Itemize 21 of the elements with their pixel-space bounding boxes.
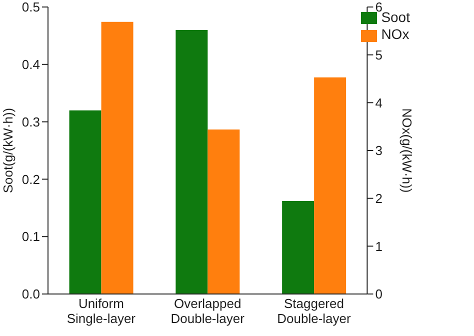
y-axis-title: Soot(g/(kW·h)) (0, 108, 16, 194)
x-tick-label: Overlapped Double-layer (170, 296, 246, 326)
y2-tick-label: 5 (375, 47, 382, 62)
bar (314, 77, 346, 294)
y-tick-label: 0.3 (22, 114, 40, 130)
y2-axis-title: NOx(g/(kW·h)) (400, 108, 415, 193)
y-tick-label: 0.2 (22, 172, 40, 187)
legend-label: Soot (381, 9, 410, 25)
y2-tick-label: 6 (375, 0, 382, 15)
legend-label: NOx (381, 26, 410, 42)
y2-tick-label: 4 (375, 95, 382, 110)
y2-tick-label: 2 (375, 190, 382, 206)
y2-tick-label: 1 (375, 238, 382, 254)
y-tick-label: 0.5 (22, 0, 40, 15)
y2-tick-label: 3 (375, 143, 382, 158)
x-tick-label: Uniform Single-layer (66, 296, 136, 326)
y-tick-label: 0.1 (22, 229, 40, 244)
text: 0.0 (22, 286, 40, 302)
y2-tick-label: 0 (375, 286, 382, 302)
x-tick-label: Staggered Double-layer (277, 296, 352, 326)
y-tick-label: 0.4 (22, 57, 40, 72)
